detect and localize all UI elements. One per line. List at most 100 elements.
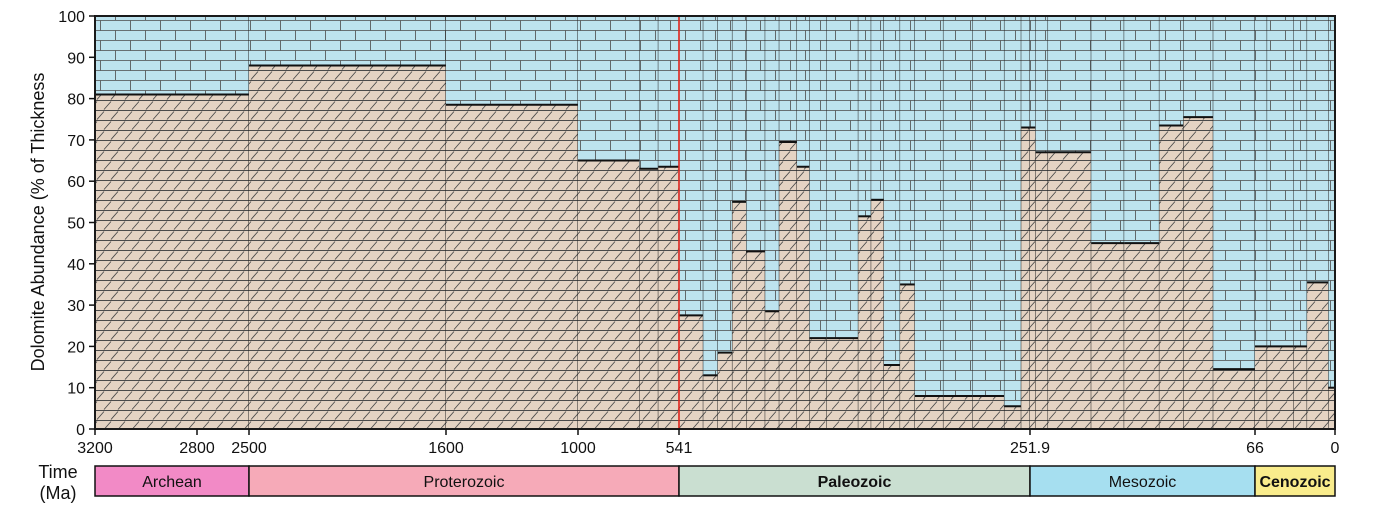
limestone-bar-33 (1255, 16, 1268, 347)
x-tick-label-4: 1000 (560, 440, 596, 457)
dolomite-bar-22 (972, 395, 1005, 429)
x-tick-label-7: 66 (1246, 440, 1264, 457)
dolomite-bar-31 (1183, 117, 1214, 429)
dolomite-bar-28 (1091, 243, 1125, 429)
dolomite-bar-30 (1159, 125, 1184, 429)
limestone-bar-22 (972, 16, 1005, 396)
dolomite-bar-36 (1307, 282, 1329, 429)
limestone-bar-26 (1035, 16, 1049, 153)
limestone-bar-6 (679, 16, 704, 316)
dolomite-bar-12 (779, 141, 798, 429)
limestone-bar-8 (717, 16, 733, 353)
limestone-bar-13 (797, 16, 810, 167)
dolomite-bar-37 (1328, 387, 1335, 429)
x-axis: 3200 2800 2500 1600 1000 541 251.9 66 0 (77, 429, 1340, 457)
x-axis-title-line-2: (Ma) (40, 483, 77, 503)
dolomite-bar-25 (1030, 127, 1036, 429)
dolomite-bar-7 (703, 375, 718, 429)
y-axis: 0 10 20 30 40 50 60 70 80 90 100 (58, 9, 95, 439)
dolomite-bar-29 (1124, 243, 1160, 429)
dolomite-bar-15 (826, 338, 859, 429)
era-box-proterozoic (248, 465, 680, 497)
limestone-bar-24 (1021, 16, 1030, 128)
dolomite-bar-24 (1021, 127, 1030, 429)
era-box-archean (94, 465, 250, 497)
dolomite-bar-34 (1267, 346, 1294, 429)
era-box-paleozoic (678, 465, 1031, 497)
y-tick-label-0: 0 (76, 422, 85, 439)
dolomite-bar-5 (658, 166, 679, 429)
era-label-cenozoic: Cenozoic (1259, 474, 1330, 491)
dolomite-bar-33 (1255, 346, 1268, 429)
limestone-bar-32 (1213, 16, 1255, 370)
limestone-bar-12 (779, 16, 798, 142)
dolomite-bar-3 (578, 160, 640, 430)
limestone-bar-29 (1124, 16, 1160, 244)
dolomite-bar-4 (639, 168, 659, 429)
y-tick-label-70: 70 (67, 133, 85, 150)
limestone-bar-14 (809, 16, 827, 339)
dolomite-bar-17 (871, 199, 884, 429)
dolomite-bar-1 (249, 65, 446, 429)
limestone-bar-31 (1183, 16, 1214, 118)
dolomite-bars (95, 16, 1336, 430)
limestone-bar-7 (703, 16, 718, 376)
era-label-paleozoic: Paleozoic (818, 474, 892, 491)
limestone-bar-25 (1030, 16, 1036, 128)
x-tick-label-1: 2800 (179, 440, 215, 457)
dolomite-bar-35 (1293, 346, 1308, 429)
limestone-bar-4 (639, 16, 659, 169)
limestone-bar-30 (1159, 16, 1184, 126)
dolomite-bar-13 (797, 166, 810, 429)
y-tick-label-100: 100 (58, 9, 85, 26)
y-tick-label-90: 90 (67, 50, 85, 67)
era-label-proterozoic: Proterozoic (424, 474, 505, 491)
limestone-bar-11 (765, 16, 780, 312)
limestone-bar-3 (578, 16, 640, 161)
limestone-bar-9 (732, 16, 747, 202)
y-tick-label-80: 80 (67, 92, 85, 109)
limestone-bar-23 (1004, 16, 1022, 407)
limestone-bar-20 (914, 16, 944, 396)
dolomite-bar-9 (732, 201, 747, 429)
y-axis-title: Dolomite Abundance (% of Thickness (28, 73, 48, 372)
limestone-bar-15 (826, 16, 859, 339)
limestone-bar-1 (249, 16, 446, 66)
y-tick-label-60: 60 (67, 174, 85, 191)
dolomite-bar-19 (900, 284, 915, 429)
limestone-bar-37 (1328, 16, 1335, 388)
geologic-era-band: Archean Proterozoic Paleozoic Mesozoic Cenoz… (94, 465, 1336, 497)
x-axis-title-line-1: Time (38, 462, 77, 482)
dolomite-bar-11 (765, 311, 780, 429)
x-tick-label-0: 3200 (77, 440, 113, 457)
limestone-bar-17 (871, 16, 884, 200)
limestone-bar-28 (1091, 16, 1125, 244)
limestone-bar-18 (883, 16, 901, 365)
era-box-mesozoic (1029, 465, 1256, 497)
dolomite-bar-32 (1213, 369, 1255, 429)
y-tick-label-20: 20 (67, 339, 85, 356)
x-tick-label-2: 2500 (231, 440, 267, 457)
y-tick-label-50: 50 (67, 216, 85, 233)
dolomite-bar-23 (1004, 406, 1022, 429)
dolomite-bar-6 (679, 315, 704, 429)
limestone-bar-0 (95, 16, 249, 95)
dolomite-bar-2 (446, 104, 578, 430)
dolomite-bar-27 (1048, 152, 1092, 430)
dolomite-bar-14 (809, 338, 827, 429)
dolomite-bar-18 (883, 364, 901, 429)
limestone-bar-5 (658, 16, 679, 167)
dolomite-bar-21 (943, 395, 973, 429)
limestone-bar-2 (446, 16, 578, 105)
era-box-cenozoic (1254, 465, 1336, 497)
y-tick-label-30: 30 (67, 298, 85, 315)
limestone-bar-36 (1307, 16, 1329, 283)
dolomite-bar-10 (746, 251, 766, 429)
limestone-bar-16 (858, 16, 872, 217)
limestone-bar-35 (1293, 16, 1308, 347)
era-label-mesozoic: Mesozoic (1109, 474, 1177, 491)
x-tick-label-3: 1600 (428, 440, 464, 457)
limestone-bar-21 (943, 16, 973, 396)
x-tick-label-6: 251.9 (1010, 440, 1050, 457)
